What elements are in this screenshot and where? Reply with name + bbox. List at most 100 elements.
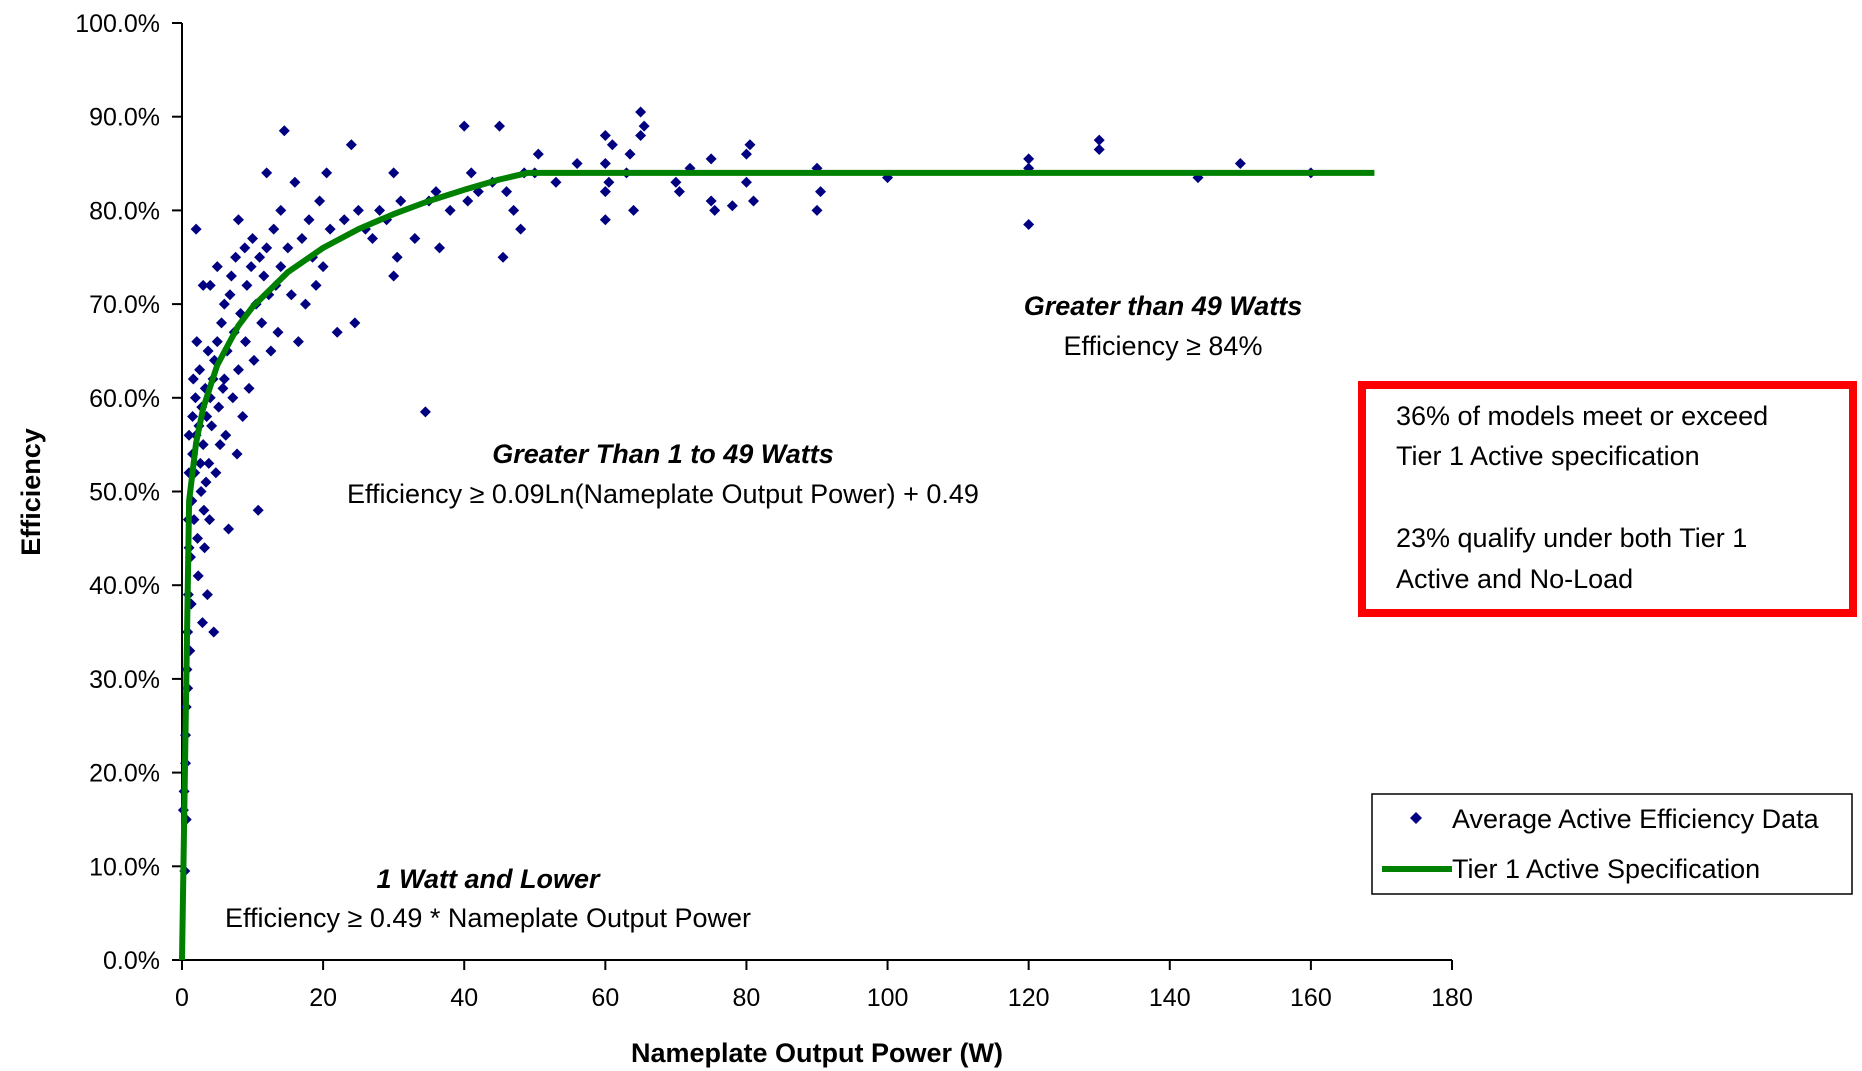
data-point	[532, 148, 544, 160]
annotation-tier-low-body: Efficiency ≥ 0.49 * Nameplate Output Pow…	[225, 903, 751, 933]
annotation-tier-low-heading: 1 Watt and Lower	[376, 864, 601, 894]
data-point	[256, 317, 268, 329]
data-point	[254, 251, 266, 263]
data-point	[252, 504, 264, 516]
data-point	[210, 467, 222, 479]
legend-label-data: Average Active Efficiency Data	[1452, 804, 1820, 834]
data-point	[204, 514, 216, 526]
data-point	[310, 279, 322, 291]
data-point	[458, 120, 470, 132]
x-tick-label: 180	[1431, 984, 1473, 1012]
data-point	[192, 532, 204, 544]
data-point	[367, 233, 378, 245]
data-point	[299, 298, 311, 310]
data-point	[430, 186, 442, 198]
data-point	[200, 476, 212, 488]
legend-frame	[1371, 793, 1853, 895]
data-point	[628, 204, 640, 216]
y-tick-label: 60.0%	[89, 385, 160, 413]
data-point	[292, 336, 304, 348]
x-tick-label: 0	[175, 984, 189, 1012]
data-point	[462, 195, 474, 207]
data-point	[245, 261, 257, 273]
data-point	[599, 129, 611, 141]
data-point	[748, 195, 759, 207]
data-point	[191, 336, 203, 348]
x-axis-title: Nameplate Output Power (W)	[631, 1038, 1003, 1068]
data-point	[515, 223, 527, 235]
data-point	[218, 373, 230, 385]
x-ticks: 0 20 40 60 80 100 120 140 160 180	[175, 960, 1473, 1012]
data-point	[232, 214, 244, 226]
data-point	[232, 364, 244, 376]
y-tick-label: 20.0%	[89, 760, 160, 788]
data-point	[198, 504, 210, 516]
data-point	[201, 589, 213, 601]
callout-box: 36% of models meet or exceed Tier 1 Acti…	[1358, 381, 1857, 617]
y-tick-label: 0.0%	[103, 947, 160, 975]
data-point	[571, 158, 583, 170]
y-tick-label: 70.0%	[89, 291, 160, 319]
annotation-tier-mid-heading: Greater Than 1 to 49 Watts	[492, 439, 834, 469]
data-point	[603, 176, 615, 188]
data-point	[331, 326, 343, 338]
data-point	[296, 233, 308, 245]
data-point	[183, 429, 195, 441]
data-point	[275, 261, 287, 273]
y-tick-label: 40.0%	[89, 572, 160, 600]
data-point	[206, 420, 218, 432]
data-point	[231, 448, 243, 460]
data-point	[213, 401, 225, 413]
data-point	[211, 336, 223, 348]
data-point	[624, 148, 636, 160]
data-point	[223, 523, 235, 535]
x-tick-label: 140	[1149, 984, 1191, 1012]
data-point	[225, 270, 237, 282]
data-point	[289, 176, 301, 188]
x-tick-label: 120	[1008, 984, 1050, 1012]
data-point	[278, 125, 290, 137]
annotation-tier-high-body: Efficiency ≥ 84%	[1064, 331, 1263, 361]
data-point	[216, 317, 228, 329]
data-point	[635, 106, 647, 118]
data-point	[388, 270, 400, 282]
data-point	[1023, 153, 1035, 165]
data-point	[241, 279, 253, 291]
data-point	[248, 354, 260, 366]
data-point	[670, 176, 682, 188]
y-tick-label: 50.0%	[89, 479, 160, 507]
data-point	[265, 345, 277, 357]
y-tick-label: 90.0%	[89, 104, 160, 132]
data-point	[261, 167, 273, 179]
data-point	[204, 279, 216, 291]
data-point	[197, 439, 209, 451]
callout-line-1: 36% of models meet or exceed	[1396, 401, 1768, 431]
data-point	[258, 270, 270, 282]
data-point	[352, 204, 364, 216]
data-point	[314, 195, 326, 207]
data-point	[709, 204, 721, 216]
data-point	[419, 406, 431, 418]
data-point	[744, 139, 756, 151]
annotation-tier-high-heading: Greater than 49 Watts	[1024, 291, 1303, 321]
data-point	[196, 617, 208, 629]
data-point	[409, 233, 421, 245]
data-point	[494, 120, 505, 132]
tier1-spec-line	[179, 169, 1375, 961]
data-point	[501, 186, 513, 198]
x-tick-label: 80	[733, 984, 761, 1012]
data-point	[599, 214, 611, 226]
data-point	[321, 167, 333, 179]
callout-line-2: Tier 1 Active specification	[1396, 441, 1700, 471]
data-point	[338, 214, 350, 226]
data-point	[599, 158, 611, 170]
data-point	[740, 148, 752, 160]
data-point	[349, 317, 361, 329]
data-point	[230, 251, 242, 263]
y-tick-label: 30.0%	[89, 666, 160, 694]
data-point	[550, 176, 562, 188]
x-tick-label: 40	[450, 984, 478, 1012]
data-point	[508, 204, 520, 216]
data-point	[272, 326, 284, 338]
